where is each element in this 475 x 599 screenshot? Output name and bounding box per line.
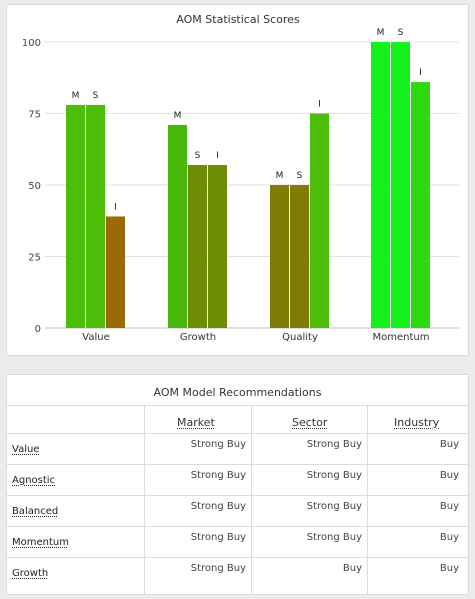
bar-momentum-i <box>411 82 430 328</box>
table-divider <box>7 433 468 434</box>
bar-label: I <box>318 100 321 110</box>
bar-value-s <box>86 104 105 328</box>
x-tick-label: Quality <box>282 332 318 343</box>
bar-label: S <box>398 28 404 38</box>
table-divider <box>367 405 368 594</box>
table-divider <box>251 405 252 594</box>
y-tick-label: 50 <box>28 181 41 192</box>
bar-label: S <box>297 171 303 181</box>
aom-scores-chart: AOM Statistical Scores 0 25 50 75 100 M S I Value… <box>22 13 459 343</box>
cell-balanced-sector: Strong Buy <box>306 501 362 512</box>
cell-balanced-market: Strong Buy <box>190 501 246 512</box>
x-tick-label: Value <box>82 332 109 343</box>
bar-quality-s <box>290 185 309 328</box>
table-divider <box>7 405 468 406</box>
cell-balanced-industry: Buy <box>439 501 459 512</box>
cell-momentum-industry: Buy <box>439 532 459 543</box>
bar-value-i <box>106 216 125 328</box>
y-tick-label: 100 <box>22 38 41 49</box>
bar-label: S <box>195 151 201 161</box>
y-tick-label: 75 <box>28 110 41 121</box>
row-label-momentum[interactable]: Momentum <box>12 537 69 548</box>
bar-label: S <box>93 91 99 101</box>
cell-value-market: Strong Buy <box>190 439 246 450</box>
table-divider <box>7 526 468 527</box>
bar-growth-m <box>168 124 187 328</box>
cell-momentum-market: Strong Buy <box>190 532 246 543</box>
bar-momentum-s <box>391 42 410 328</box>
bar-growth-i <box>208 164 227 328</box>
chart-title: AOM Statistical Scores <box>176 13 300 26</box>
table-divider <box>7 557 468 558</box>
bar-label: I <box>419 68 422 78</box>
bar-momentum-m <box>371 42 390 328</box>
x-tick-label: Growth <box>180 332 216 343</box>
cell-agnostic-market: Strong Buy <box>190 470 246 481</box>
row-label-growth[interactable]: Growth <box>12 568 49 579</box>
row-label-balanced[interactable]: Balanced <box>12 506 59 517</box>
bar-label: I <box>216 151 219 161</box>
cell-momentum-sector: Strong Buy <box>306 532 362 543</box>
bar-quality-i <box>310 113 329 328</box>
table-divider <box>7 495 468 496</box>
column-header-market[interactable]: Market <box>177 416 215 429</box>
row-label-value[interactable]: Value <box>12 444 40 455</box>
bar-label: I <box>114 202 117 212</box>
y-tick-label: 25 <box>28 253 41 264</box>
bar-quality-m <box>270 185 289 328</box>
table-divider <box>144 405 145 594</box>
table-divider <box>7 464 468 465</box>
row-label-agnostic[interactable]: Agnostic <box>12 475 56 486</box>
cell-value-sector: Strong Buy <box>306 439 362 450</box>
column-header-industry[interactable]: Industry <box>394 416 440 429</box>
bar-label: M <box>377 28 385 38</box>
cell-agnostic-sector: Strong Buy <box>306 470 362 481</box>
cell-growth-industry: Buy <box>439 563 459 574</box>
bar-label: M <box>276 171 284 181</box>
cell-growth-sector: Buy <box>342 563 362 574</box>
bar-value-m <box>66 104 85 328</box>
column-header-sector[interactable]: Sector <box>292 416 328 429</box>
x-tick-label: Momentum <box>373 332 430 343</box>
bar-growth-s <box>188 164 207 328</box>
cell-value-industry: Buy <box>439 439 459 450</box>
y-tick-label: 0 <box>35 324 41 335</box>
recommendations-title: AOM Model Recommendations <box>153 386 322 399</box>
bar-label: M <box>72 91 80 101</box>
cell-growth-market: Strong Buy <box>190 563 246 574</box>
chart-panel: AOM Statistical Scores 0 25 50 75 100 M S I Value… <box>6 4 469 356</box>
cell-agnostic-industry: Buy <box>439 470 459 481</box>
bar-label: M <box>174 111 182 121</box>
recommendations-panel: AOM Model Recommendations Market Sector … <box>6 374 469 595</box>
